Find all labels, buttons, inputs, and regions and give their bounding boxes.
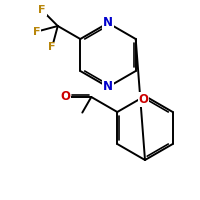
Text: F: F	[48, 42, 56, 52]
Text: O: O	[138, 93, 148, 106]
Text: F: F	[38, 5, 46, 15]
Text: F: F	[33, 27, 40, 37]
Text: O: O	[60, 90, 70, 104]
Text: N: N	[103, 17, 113, 29]
Text: N: N	[103, 80, 113, 94]
